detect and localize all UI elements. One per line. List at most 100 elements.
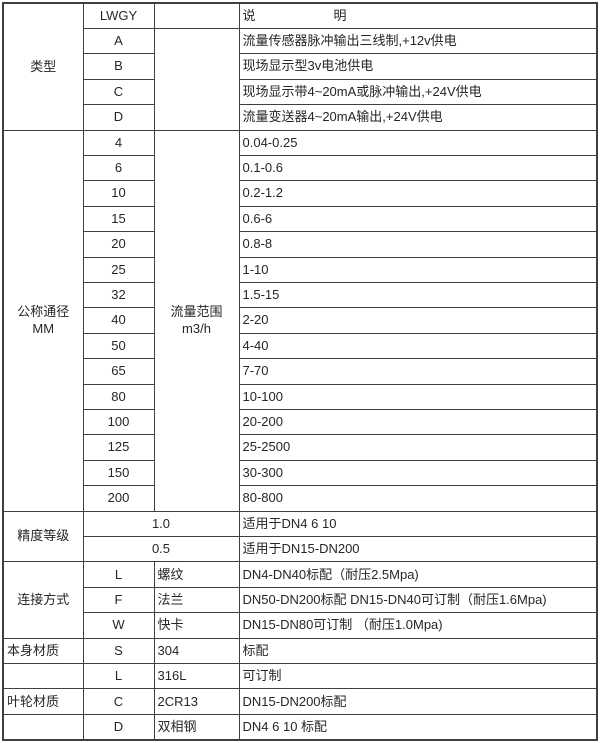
spec-row: 100 20-200	[3, 408, 598, 436]
dn-cell: 15	[82, 205, 155, 233]
desc-cell: 流量传感器脉冲输出三线制,+12v供电	[238, 27, 598, 55]
spec-row: D 双相钢 DN4 6 10 标配	[2, 713, 598, 741]
desc-cell: 标配	[238, 637, 598, 665]
spec-row: 25 1-10	[3, 256, 598, 283]
empty-cell	[153, 2, 240, 29]
spec-row: 125 25-2500	[3, 434, 598, 461]
empty-cell	[2, 663, 84, 690]
spec-row: 0.5 适用于DN15-DN200	[3, 536, 598, 563]
accuracy-value-cell: 1.0	[82, 510, 240, 538]
spec-row: 本身材质 S 304 标配	[2, 637, 598, 665]
name-cell: 螺纹	[153, 561, 240, 588]
spec-row: 10 0.2-1.2	[3, 180, 598, 207]
dn-cell: 20	[82, 231, 155, 258]
empty-cell	[153, 27, 240, 131]
dn-cell: 65	[82, 358, 155, 385]
range-cell: 7-70	[238, 358, 598, 385]
range-cell: 0.6-6	[238, 205, 598, 233]
code-cell: F	[82, 586, 155, 614]
code-cell: D	[82, 104, 155, 131]
range-cell: 10-100	[238, 383, 598, 411]
category-cell-diameter: 公称通径 MM	[2, 129, 84, 512]
code-cell: S	[82, 637, 155, 665]
range-cell: 0.8-8	[238, 231, 598, 258]
code-cell: L	[82, 663, 155, 690]
model-cell: LWGY	[82, 2, 155, 29]
range-cell: 25-2500	[238, 434, 598, 461]
range-cell: 1-10	[238, 256, 598, 283]
desc-cell: 可订制	[238, 663, 598, 690]
category-cell-body-material: 本身材质	[2, 637, 84, 665]
spec-row: 公称通径 MM 4 流量范围 m3/h 0.04-0.25	[2, 129, 598, 512]
name-cell: 法兰	[153, 586, 240, 614]
desc-cell: DN15-DN80可订制 （耐压1.0Mpa)	[238, 612, 598, 639]
desc-cell: 流量变送器4~20mA输出,+24V供电	[238, 104, 598, 131]
desc-cell: DN15-DN200标配	[238, 688, 598, 715]
dn-cell: 125	[82, 434, 155, 461]
range-cell: 0.1-0.6	[238, 154, 598, 182]
spec-row: D 流量变送器4~20mA输出,+24V供电	[3, 104, 598, 131]
name-cell: 2CR13	[153, 688, 240, 715]
spec-row: B 现场显示型3v电池供电	[3, 53, 598, 80]
desc-cell: DN4-DN40标配（耐压2.5Mpa)	[238, 561, 598, 588]
spec-row: C 现场显示带4~20mA或脉冲输出,+24V供电	[3, 78, 598, 106]
range-cell: 1.5-15	[238, 281, 598, 309]
range-cell: 80-800	[238, 485, 598, 512]
dn-cell: 200	[82, 485, 155, 512]
code-cell: W	[82, 612, 155, 639]
code-cell: A	[82, 27, 155, 55]
range-cell: 2-20	[238, 307, 598, 334]
dn-cell: 4	[82, 129, 155, 156]
dn-cell: 6	[82, 154, 155, 182]
desc-cell: 现场显示型3v电池供电	[238, 53, 598, 80]
spec-row: W 快卡 DN15-DN80可订制 （耐压1.0Mpa)	[3, 612, 598, 639]
desc-cell: DN50-DN200标配 DN15-DN40可订制（耐压1.6Mpa)	[238, 586, 598, 614]
spec-row: 150 30-300	[3, 459, 598, 487]
name-cell: 快卡	[153, 612, 240, 639]
category-cell-accuracy: 精度等级	[2, 510, 84, 563]
spec-row: F 法兰 DN50-DN200标配 DN15-DN40可订制（耐压1.6Mpa)	[3, 586, 598, 614]
spec-row: 65 7-70	[3, 358, 598, 385]
spec-row: 15 0.6-6	[3, 205, 598, 233]
desc-cell: 适用于DN15-DN200	[238, 536, 598, 563]
category-cell-connection: 连接方式	[2, 561, 84, 639]
spec-row: 32 1.5-15	[3, 281, 598, 309]
code-cell: B	[82, 53, 155, 80]
name-cell: 316L	[153, 663, 240, 690]
dn-cell: 40	[82, 307, 155, 334]
dn-cell: 25	[82, 256, 155, 283]
name-cell: 双相钢	[153, 713, 240, 741]
range-cell: 4-40	[238, 332, 598, 360]
range-cell: 20-200	[238, 408, 598, 436]
desc-cell: 现场显示带4~20mA或脉冲输出,+24V供电	[238, 78, 598, 106]
spec-row: 50 4-40	[3, 332, 598, 360]
spec-row: 200 80-800	[3, 485, 598, 512]
description-header-cell: 说 明	[238, 2, 598, 29]
desc-cell: 适用于DN4 6 10	[238, 510, 598, 538]
name-cell: 304	[153, 637, 240, 665]
range-cell: 0.04-0.25	[238, 129, 598, 156]
spec-row: 叶轮材质 C 2CR13 DN15-DN200标配	[2, 688, 598, 715]
code-cell: C	[82, 78, 155, 106]
dn-cell: 150	[82, 459, 155, 487]
dn-cell: 50	[82, 332, 155, 360]
accuracy-value-cell: 0.5	[82, 536, 240, 563]
range-cell: 0.2-1.2	[238, 180, 598, 207]
spec-row: 20 0.8-8	[3, 231, 598, 258]
code-cell: L	[82, 561, 155, 588]
range-cell: 30-300	[238, 459, 598, 487]
dn-cell: 80	[82, 383, 155, 411]
spec-row: 40 2-20	[3, 307, 598, 334]
spec-row: A 流量传感器脉冲输出三线制,+12v供电	[3, 27, 598, 131]
dn-cell: 100	[82, 408, 155, 436]
spec-row: 80 10-100	[3, 383, 598, 411]
code-cell: C	[82, 688, 155, 715]
spec-row: 连接方式 L 螺纹 DN4-DN40标配（耐压2.5Mpa)	[2, 561, 598, 639]
flow-range-label-cell: 流量范围 m3/h	[153, 129, 240, 512]
empty-cell	[2, 713, 84, 741]
desc-cell: DN4 6 10 标配	[238, 713, 598, 741]
spec-row: 6 0.1-0.6	[3, 154, 598, 182]
dn-cell: 32	[82, 281, 155, 309]
